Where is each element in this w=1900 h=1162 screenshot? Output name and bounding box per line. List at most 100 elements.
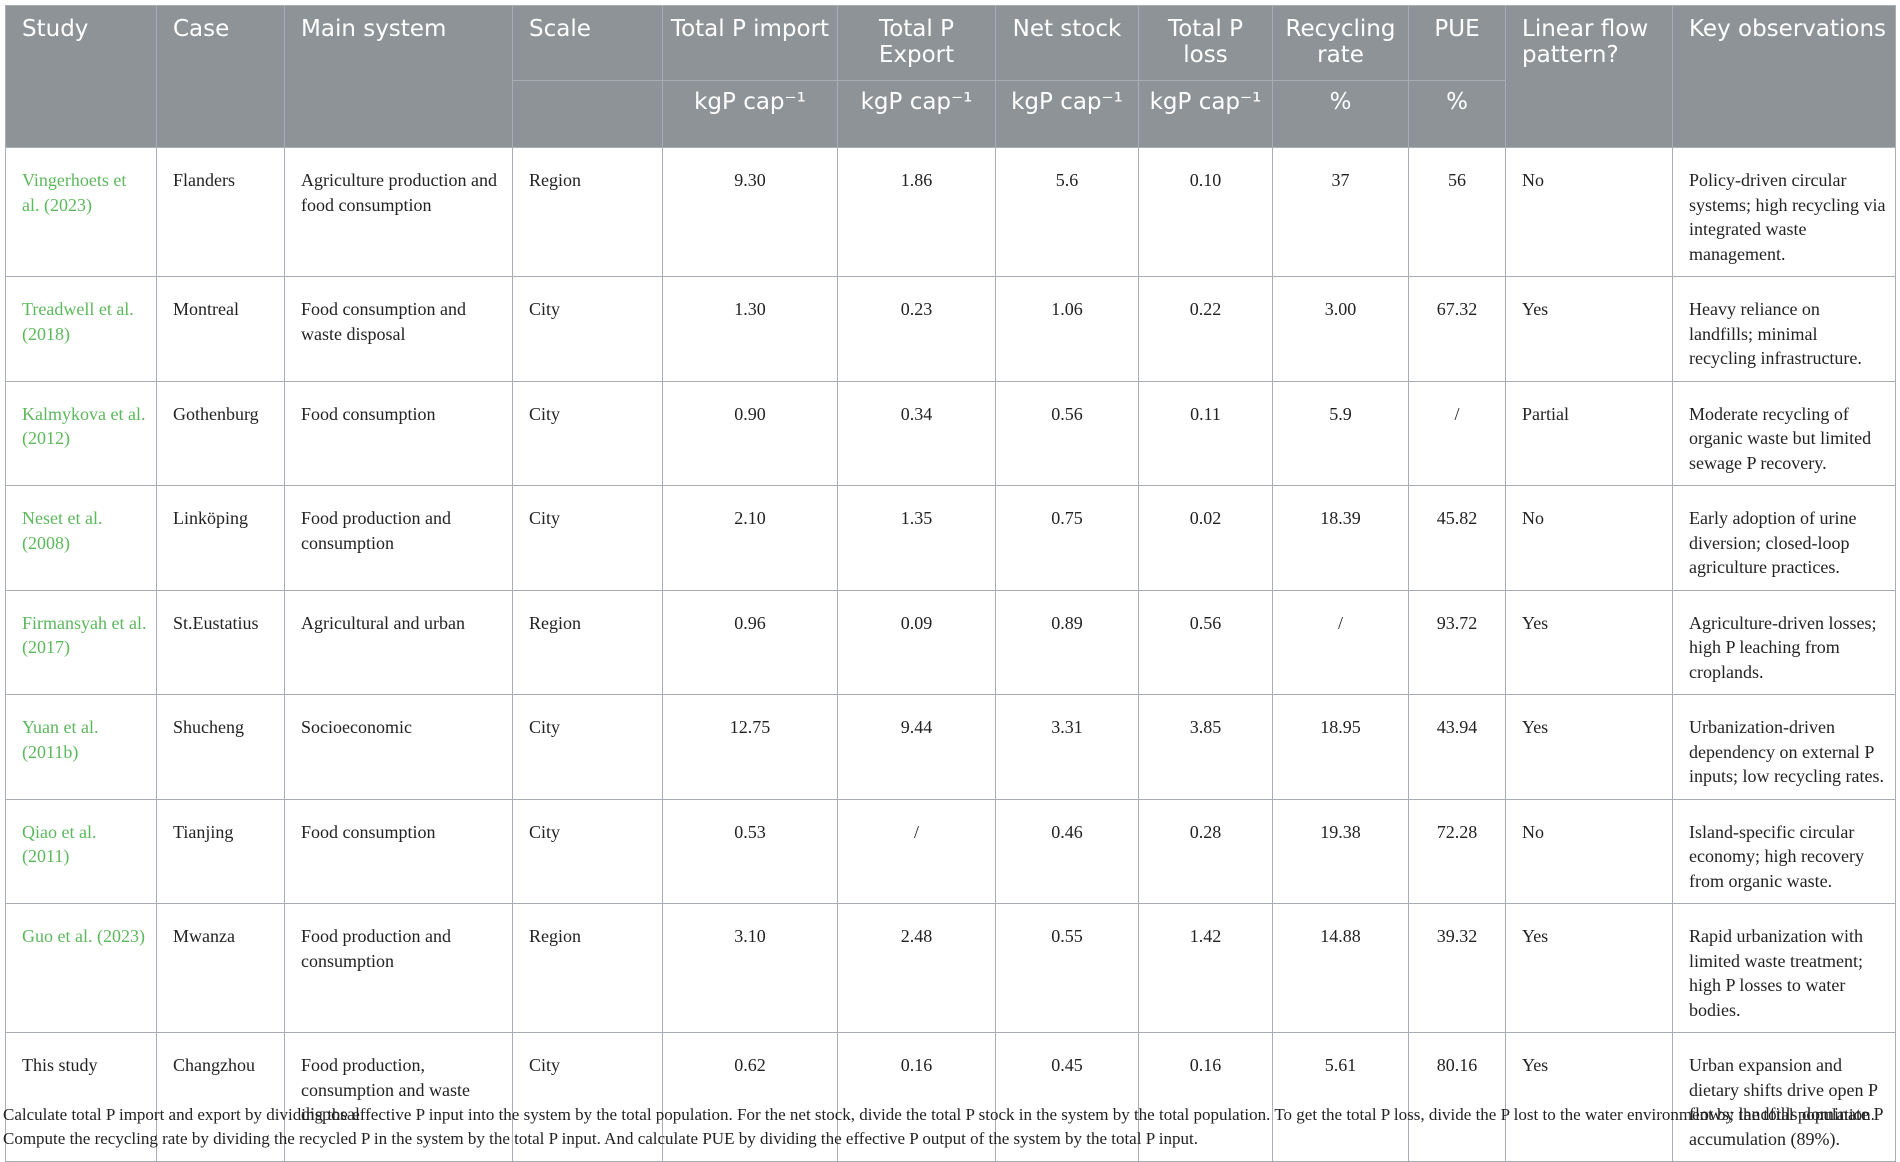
import-cell: 9.30 — [662, 147, 838, 277]
pue-cell: 67.32 — [1408, 276, 1506, 382]
study-cell[interactable]: Yuan et al. (2011b) — [5, 694, 157, 800]
table-row: Yuan et al. (2011b) Shucheng Socioeconomic… — [5, 694, 1896, 800]
table-footnote: Calculate total P import and export by d… — [3, 1105, 1875, 1148]
case-cell: Montreal — [156, 276, 285, 382]
header-total-p-export: Total P Export — [837, 5, 996, 81]
export-cell: 0.16 — [837, 1032, 996, 1162]
case-cell: Flanders — [156, 147, 285, 277]
scale-cell: Region — [512, 589, 663, 695]
header-case: Case — [156, 5, 285, 148]
export-cell: / — [837, 798, 996, 904]
units-row: kgP cap⁻¹ kgP cap⁻¹ kgP cap⁻¹ kgP cap⁻¹ … — [6, 80, 1896, 148]
recycling-rate-cell: 19.38 — [1272, 798, 1409, 904]
recycling-rate-cell: 14.88 — [1272, 903, 1409, 1033]
main-system-cell: Agricultural and urban — [284, 589, 513, 695]
pue-cell: 80.16 — [1408, 1032, 1506, 1162]
recycling-rate-cell: 18.39 — [1272, 485, 1409, 591]
net-stock-cell: 0.89 — [995, 589, 1139, 695]
pue-cell: 72.28 — [1408, 798, 1506, 904]
pue-cell: / — [1408, 380, 1506, 486]
main-system-cell: Food production and consumption — [284, 903, 513, 1033]
header-scale: Scale — [512, 5, 663, 81]
export-cell: 1.86 — [837, 147, 996, 277]
table-row: Treadwell et al. (2018) Montreal Food cons… — [5, 276, 1896, 382]
case-cell: Gothenburg — [156, 380, 285, 486]
table-body: Vingerhoets et al. (2023) Flanders Agricul… — [5, 147, 1896, 1162]
key-observations-cell: Moderate recycling of organic waste but … — [1672, 380, 1896, 486]
study-cell: This study — [5, 1032, 157, 1162]
study-cell[interactable]: Treadwell et al. (2018) — [5, 276, 157, 382]
loss-cell: 0.10 — [1138, 147, 1273, 277]
recycling-rate-cell: / — [1272, 589, 1409, 695]
comparison-table: Study Case Main system Scale Total P imp… — [5, 5, 1896, 1162]
net-stock-cell: 3.31 — [995, 694, 1139, 800]
export-cell: 0.34 — [837, 380, 996, 486]
main-system-cell: Food consumption — [284, 798, 513, 904]
export-cell: 2.48 — [837, 903, 996, 1033]
net-stock-cell: 0.56 — [995, 380, 1139, 486]
study-cell[interactable]: Vingerhoets et al. (2023) — [5, 147, 157, 277]
loss-cell: 1.42 — [1138, 903, 1273, 1033]
case-cell: Mwanza — [156, 903, 285, 1033]
header-linear-flow: Linear flow pattern? — [1505, 5, 1673, 148]
study-cell[interactable]: Qiao et al. (2011) — [5, 798, 157, 904]
net-stock-cell: 0.55 — [995, 903, 1139, 1033]
case-cell: Shucheng — [156, 694, 285, 800]
case-cell: Tianjing — [156, 798, 285, 904]
linear-flow-cell: Partial — [1505, 380, 1673, 486]
export-cell: 1.35 — [837, 485, 996, 591]
key-observations-cell: Rapid urbanization with limited waste tr… — [1672, 903, 1896, 1033]
export-cell: 0.09 — [837, 589, 996, 695]
header-row: Study Case Main system Scale Total P imp… — [5, 5, 1896, 148]
recycling-rate-cell: 5.61 — [1272, 1032, 1409, 1162]
scale-cell: City — [512, 1032, 663, 1162]
scale-cell: Region — [512, 903, 663, 1033]
header-key-observations: Key observations — [1672, 5, 1896, 148]
key-observations-cell: Urbanization-driven dependency on extern… — [1672, 694, 1896, 800]
loss-cell: 3.85 — [1138, 694, 1273, 800]
main-system-cell: Food production and consumption — [284, 485, 513, 591]
linear-flow-cell: Yes — [1505, 903, 1673, 1033]
key-observations-cell: Agriculture-driven losses; high P leachi… — [1672, 589, 1896, 695]
linear-flow-cell: Yes — [1505, 589, 1673, 695]
linear-flow-cell: No — [1505, 485, 1673, 591]
loss-cell: 0.22 — [1138, 276, 1273, 382]
loss-cell: 0.56 — [1138, 589, 1273, 695]
study-cell[interactable]: Guo et al. (2023) — [5, 903, 157, 1033]
table-row: Qiao et al. (2011) Tianjing Food consumpti… — [5, 798, 1896, 904]
unit-stock: kgP cap⁻¹ — [995, 80, 1139, 148]
import-cell: 1.30 — [662, 276, 838, 382]
header-recycling-rate: Recycling rate — [1272, 5, 1409, 81]
study-cell[interactable]: Firmansyah et al. (2017) — [5, 589, 157, 695]
pue-cell: 56 — [1408, 147, 1506, 277]
scale-cell: Region — [512, 147, 663, 277]
header-pue: PUE — [1408, 5, 1506, 81]
linear-flow-cell: Yes — [1505, 1032, 1673, 1162]
net-stock-cell: 0.75 — [995, 485, 1139, 591]
key-observations-cell: Policy-driven circular systems; high rec… — [1672, 147, 1896, 277]
recycling-rate-cell: 37 — [1272, 147, 1409, 277]
header-total-p-import: Total P import — [662, 5, 838, 81]
net-stock-cell: 0.46 — [995, 798, 1139, 904]
import-cell: 2.10 — [662, 485, 838, 591]
table-row: Firmansyah et al. (2017) St.Eustatius Agri… — [5, 589, 1896, 695]
recycling-rate-cell: 3.00 — [1272, 276, 1409, 382]
study-cell[interactable]: Kalmykova et al. (2012) — [5, 380, 157, 486]
header-main-system: Main system — [284, 5, 513, 148]
pue-cell: 93.72 — [1408, 589, 1506, 695]
loss-cell: 0.02 — [1138, 485, 1273, 591]
key-observations-cell: Heavy reliance on landfills; minimal rec… — [1672, 276, 1896, 382]
net-stock-cell: 1.06 — [995, 276, 1139, 382]
net-stock-cell: 0.45 — [995, 1032, 1139, 1162]
scale-cell: City — [512, 485, 663, 591]
unit-recycling: % — [1272, 80, 1409, 148]
header-study: Study — [5, 5, 157, 148]
unit-export: kgP cap⁻¹ — [837, 80, 996, 148]
header-total-p-loss: Total P loss — [1138, 5, 1273, 81]
main-system-cell: Agriculture production and food consumpt… — [284, 147, 513, 277]
unit-pue: % — [1408, 80, 1506, 148]
export-cell: 9.44 — [837, 694, 996, 800]
table-row: Neset et al. (2008) Linköping Food product… — [5, 485, 1896, 591]
study-cell[interactable]: Neset et al. (2008) — [5, 485, 157, 591]
header-net-stock: Net stock — [995, 5, 1139, 81]
